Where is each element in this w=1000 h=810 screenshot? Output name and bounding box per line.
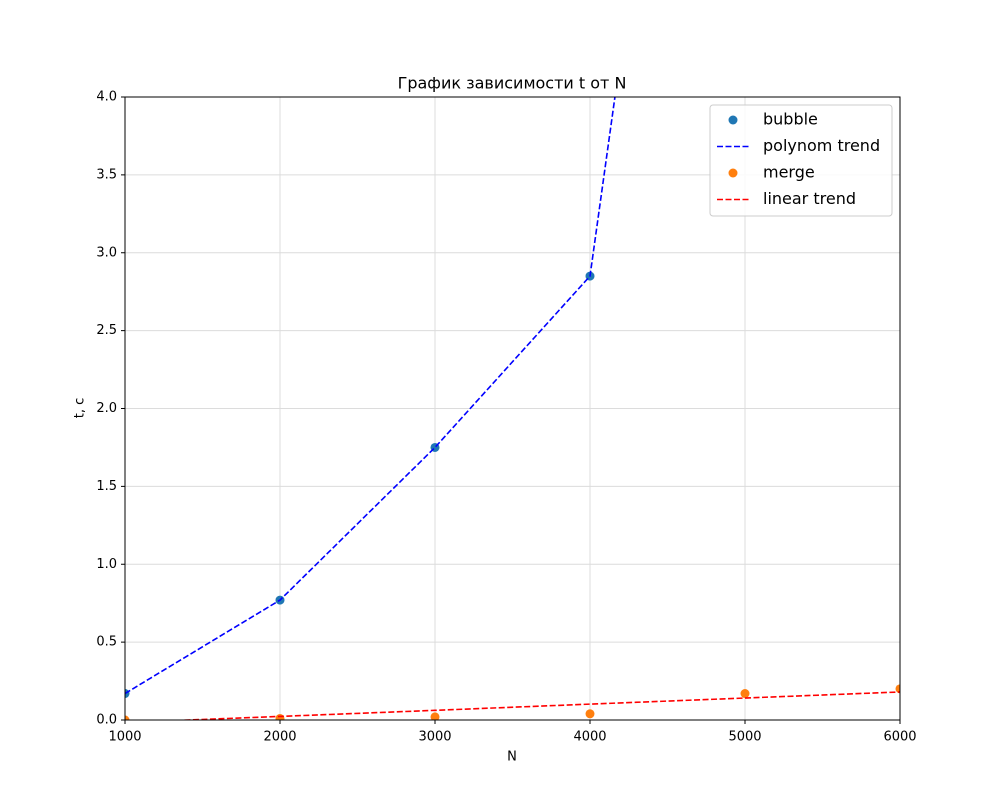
legend-label: merge [763, 163, 815, 182]
y-tick-label: 4.0 [96, 90, 117, 105]
point [125, 715, 130, 720]
legend-box [709, 104, 893, 217]
y-axis-label: t, c [73, 398, 88, 419]
y-tick-label: 0.0 [96, 713, 117, 728]
x-tick-label: 6000 [883, 730, 916, 745]
legend-label: polynom trend [763, 136, 880, 155]
point [740, 689, 750, 699]
y-tick-label: 0.5 [96, 635, 117, 650]
legend-marker [728, 168, 738, 178]
legend-marker [728, 115, 738, 125]
y-tick-label: 1.0 [96, 557, 117, 572]
y-tick-label: 2.5 [96, 323, 117, 338]
point [585, 709, 595, 719]
legend: bubble polynom trend merge linear trend [709, 104, 893, 217]
plot-area [125, 97, 900, 720]
x-axis-label: N [507, 750, 517, 765]
point [895, 684, 900, 694]
plot-frame [124, 96, 901, 721]
y-tick-label: 1.5 [96, 479, 117, 494]
y-tick-label: 2.0 [96, 401, 117, 416]
legend-label: linear trend [763, 189, 856, 208]
x-tick-label: 3000 [418, 730, 451, 745]
x-tick-label: 5000 [728, 730, 761, 745]
x-tick-label: 2000 [263, 730, 296, 745]
legend-label: bubble [763, 110, 818, 129]
x-tick-label: 1000 [108, 730, 141, 745]
y-tick-label: 3.5 [96, 167, 117, 182]
point [430, 712, 440, 720]
trend-line [125, 97, 616, 695]
trend-line [168, 691, 900, 720]
x-tick-label: 4000 [573, 730, 606, 745]
y-tick-label: 3.0 [96, 245, 117, 260]
chart-title: График зависимости t от N [398, 74, 627, 93]
